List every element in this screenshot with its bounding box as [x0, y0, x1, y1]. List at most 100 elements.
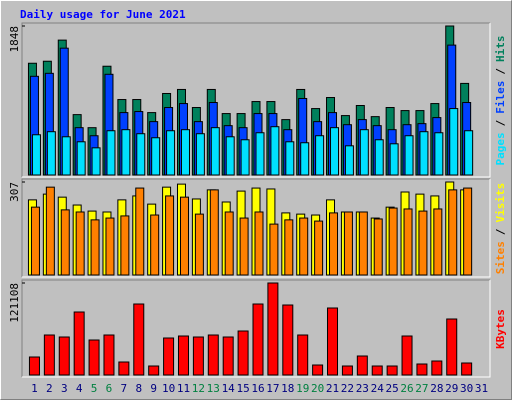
bar — [341, 365, 353, 376]
bar — [463, 187, 473, 276]
bar — [461, 362, 473, 376]
bar — [344, 145, 354, 176]
bar — [61, 136, 71, 176]
bar — [389, 143, 399, 176]
x-tick-label: 27 — [415, 382, 428, 395]
bar — [239, 217, 249, 276]
legend-separator: / — [494, 228, 507, 235]
bar — [210, 127, 220, 176]
bar — [254, 211, 264, 276]
bar — [418, 210, 428, 276]
bar — [105, 217, 115, 276]
bar — [299, 217, 309, 276]
legend: Sites / Visits — [494, 183, 507, 275]
bar — [163, 337, 175, 376]
legend-entry: Sites — [494, 241, 507, 274]
x-tick-label: 29 — [445, 382, 458, 395]
bar — [284, 219, 294, 276]
bar — [46, 131, 56, 176]
bar — [45, 186, 55, 276]
bar — [194, 213, 204, 276]
bar — [431, 360, 443, 376]
bar — [133, 303, 145, 376]
legend-entry: Visits — [494, 183, 507, 223]
x-tick-label: 11 — [177, 382, 190, 395]
y-tick-label: 121108 — [8, 283, 21, 323]
x-tick-label: 25 — [386, 382, 399, 395]
x-tick-label: 6 — [106, 382, 113, 395]
bar — [120, 215, 130, 276]
plot-edge-dark — [21, 279, 490, 377]
bar — [434, 132, 444, 176]
bar — [88, 339, 100, 376]
legend-entry: Files — [494, 81, 507, 114]
bar — [356, 355, 368, 376]
bar — [28, 356, 40, 376]
bar — [60, 209, 70, 276]
legend-separator: / — [494, 68, 507, 75]
bar — [222, 336, 234, 376]
x-tick-label: 30 — [460, 382, 473, 395]
bar — [329, 212, 339, 276]
x-tick-label: 24 — [371, 382, 385, 395]
bar — [103, 334, 115, 376]
bar — [43, 334, 55, 376]
x-tick-label: 18 — [281, 382, 294, 395]
bar — [31, 134, 41, 176]
bar — [404, 135, 414, 176]
bar — [136, 133, 146, 176]
bar — [327, 307, 339, 376]
bar — [179, 196, 189, 276]
bar — [148, 365, 160, 376]
x-tick-label: 12 — [192, 382, 205, 395]
x-tick-label: 21 — [326, 382, 339, 395]
bar — [300, 142, 310, 176]
bar — [464, 130, 474, 176]
bar — [192, 336, 204, 376]
bar — [165, 195, 175, 276]
x-tick-label: 3 — [61, 382, 68, 395]
x-tick-label: 19 — [296, 382, 309, 395]
plot-edge-light — [22, 280, 491, 378]
legend-entry: KBytes — [494, 309, 507, 349]
bar — [373, 218, 383, 276]
legend-entry: Pages — [494, 132, 507, 165]
x-tick-label: 23 — [356, 382, 369, 395]
x-tick-label: 22 — [341, 382, 354, 395]
bar — [90, 219, 100, 276]
bar — [255, 132, 265, 176]
bar — [374, 139, 384, 176]
x-tick-label: 9 — [150, 382, 157, 395]
bar — [315, 135, 325, 176]
bar — [118, 361, 130, 376]
bar — [269, 223, 279, 276]
bar — [180, 129, 190, 176]
x-tick-label: 15 — [236, 382, 249, 395]
bar — [106, 130, 116, 176]
bar — [30, 206, 40, 276]
x-tick-label: 31 — [475, 382, 488, 395]
x-tick-label: 10 — [162, 382, 175, 395]
bar — [224, 211, 234, 276]
legend-entry: Hits — [494, 36, 507, 63]
legend: Pages / Files / Hits — [494, 36, 507, 166]
bar — [416, 363, 428, 376]
x-tick-label: 13 — [207, 382, 220, 395]
bar — [240, 139, 250, 176]
bar — [388, 207, 398, 276]
bar — [58, 336, 70, 376]
plot-edge-light — [22, 23, 491, 178]
y-tick-label: 307 — [8, 182, 21, 202]
bar — [449, 108, 459, 176]
x-tick-label: 26 — [400, 382, 413, 395]
bar — [314, 220, 324, 276]
bar — [76, 141, 86, 176]
bar — [282, 304, 294, 376]
legend-separator: / — [494, 119, 507, 126]
x-tick-label: 14 — [222, 382, 236, 395]
x-tick-label: 2 — [46, 382, 53, 395]
bar — [446, 318, 458, 376]
bar — [358, 211, 368, 276]
